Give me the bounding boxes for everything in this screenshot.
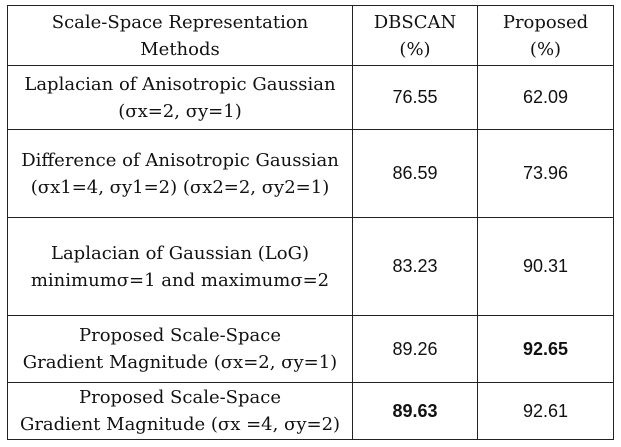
- method-line1: Laplacian of Anisotropic Gaussian: [24, 73, 336, 95]
- header-row: Scale-Space Representation Methods DBSCA…: [7, 5, 614, 66]
- header-proposed: Proposed (%): [477, 5, 614, 66]
- table-row: Laplacian of Anisotropic Gaussian (σx=2,…: [7, 65, 614, 130]
- proposed-value: 92.61: [477, 382, 614, 440]
- method-cell: Laplacian of Anisotropic Gaussian (σx=2,…: [7, 65, 353, 130]
- table-row: Difference of Anisotropic Gaussian (σx1=…: [7, 129, 614, 218]
- header-dbscan: DBSCAN (%): [352, 5, 478, 66]
- method-cell: Difference of Anisotropic Gaussian (σx1=…: [7, 129, 353, 218]
- dbscan-value: 76.55: [352, 65, 478, 130]
- method-line2: minimumσ=1 and maximumσ=2: [30, 269, 330, 291]
- table-row: Proposed Scale-Space Gradient Magnitude …: [7, 315, 614, 383]
- results-table: Scale-Space Representation Methods DBSCA…: [7, 5, 614, 440]
- header-method-line1: Scale-Space Representation: [51, 11, 309, 33]
- header-proposed-line2: (%): [529, 38, 562, 60]
- header-dbscan-line2: (%): [399, 38, 431, 60]
- method-line2: (σx=2, σy=1): [118, 100, 242, 122]
- method-cell: Proposed Scale-Space Gradient Magnitude …: [7, 382, 353, 440]
- method-line1: Proposed Scale-Space: [79, 387, 281, 408]
- header-proposed-line1: Proposed: [502, 11, 589, 33]
- dbscan-value: 89.26: [352, 315, 478, 383]
- method-line2: (σx1=4, σy1=2) (σx2=2, σy2=1): [30, 176, 330, 198]
- dbscan-value: 86.59: [352, 129, 478, 218]
- header-method: Scale-Space Representation Methods: [7, 5, 353, 66]
- method-line2: Gradient Magnitude (σx=2, σy=1): [22, 352, 338, 373]
- method-cell: Laplacian of Gaussian (LoG) minimumσ=1 a…: [7, 217, 353, 316]
- proposed-value: 90.31: [477, 217, 614, 316]
- header-dbscan-line1: DBSCAN: [373, 11, 457, 33]
- method-line1: Proposed Scale-Space: [79, 325, 281, 346]
- proposed-value: 73.96: [477, 129, 614, 218]
- table-row: Proposed Scale-Space Gradient Magnitude …: [7, 382, 614, 440]
- table-row: Laplacian of Gaussian (LoG) minimumσ=1 a…: [7, 217, 614, 316]
- dbscan-value: 83.23: [352, 217, 478, 316]
- method-line2: Gradient Magnitude (σx =4, σy=2): [19, 414, 341, 435]
- proposed-value-best: 92.65: [477, 315, 614, 383]
- method-cell: Proposed Scale-Space Gradient Magnitude …: [7, 315, 353, 383]
- header-method-line2: Methods: [140, 38, 220, 60]
- method-line1: Laplacian of Gaussian (LoG): [51, 242, 309, 264]
- proposed-value: 62.09: [477, 65, 614, 130]
- dbscan-value-best: 89.63: [352, 382, 478, 440]
- method-line1: Difference of Anisotropic Gaussian: [21, 149, 339, 171]
